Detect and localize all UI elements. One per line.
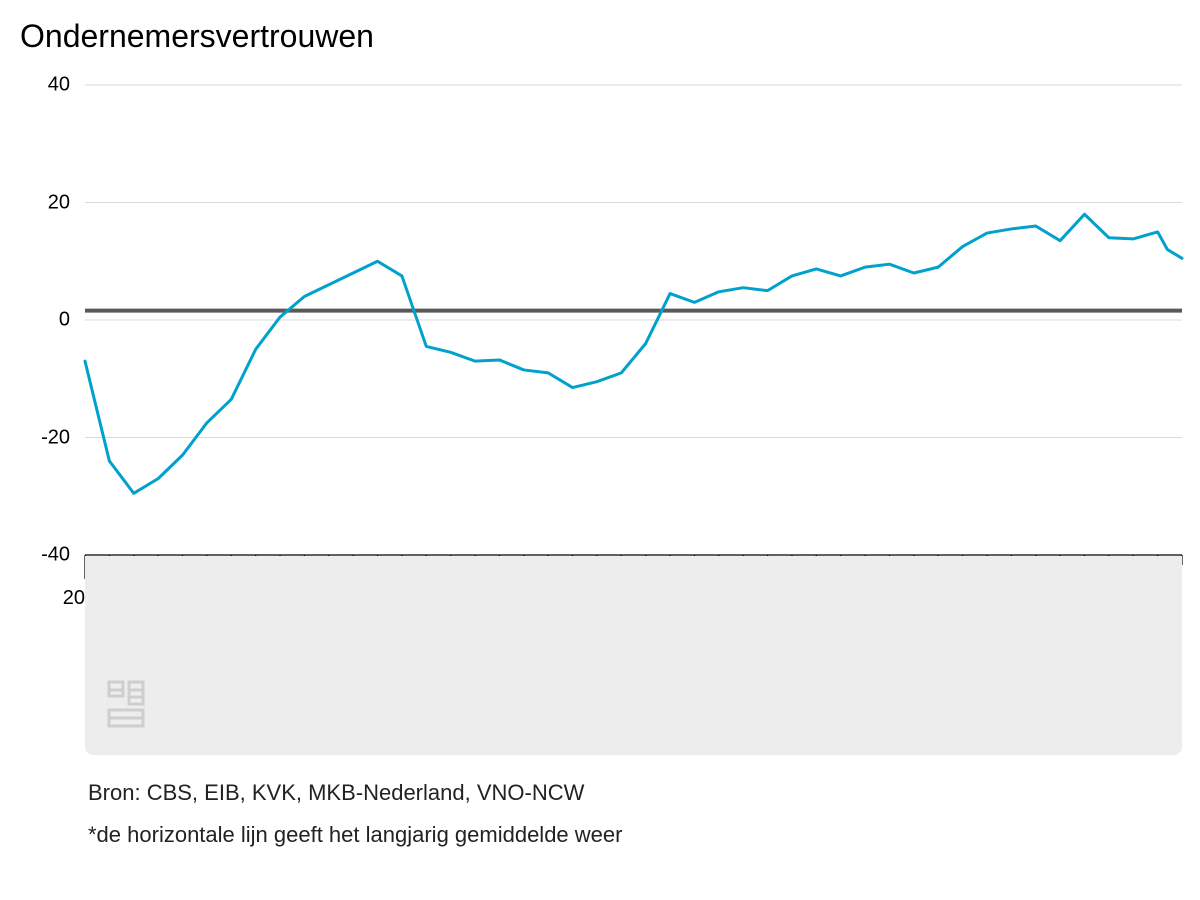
y-tick-label: 40 bbox=[48, 74, 70, 97]
chart-title: Ondernemersvertrouwen bbox=[20, 18, 374, 55]
footer-background bbox=[85, 556, 1182, 755]
line-chart-svg bbox=[85, 85, 1182, 555]
y-tick-label: 20 bbox=[48, 191, 70, 214]
footnote-text: *de horizontale lijn geeft het langjarig… bbox=[88, 822, 622, 848]
y-tick-label: 0 bbox=[59, 309, 70, 332]
cbs-logo-icon bbox=[105, 678, 147, 730]
chart-container: Ondernemersvertrouwen -40-20020402008200… bbox=[0, 0, 1200, 900]
y-tick-label: -20 bbox=[41, 426, 70, 449]
y-tick-label: -40 bbox=[41, 544, 70, 567]
source-text: Bron: CBS, EIB, KVK, MKB-Nederland, VNO-… bbox=[88, 780, 584, 806]
